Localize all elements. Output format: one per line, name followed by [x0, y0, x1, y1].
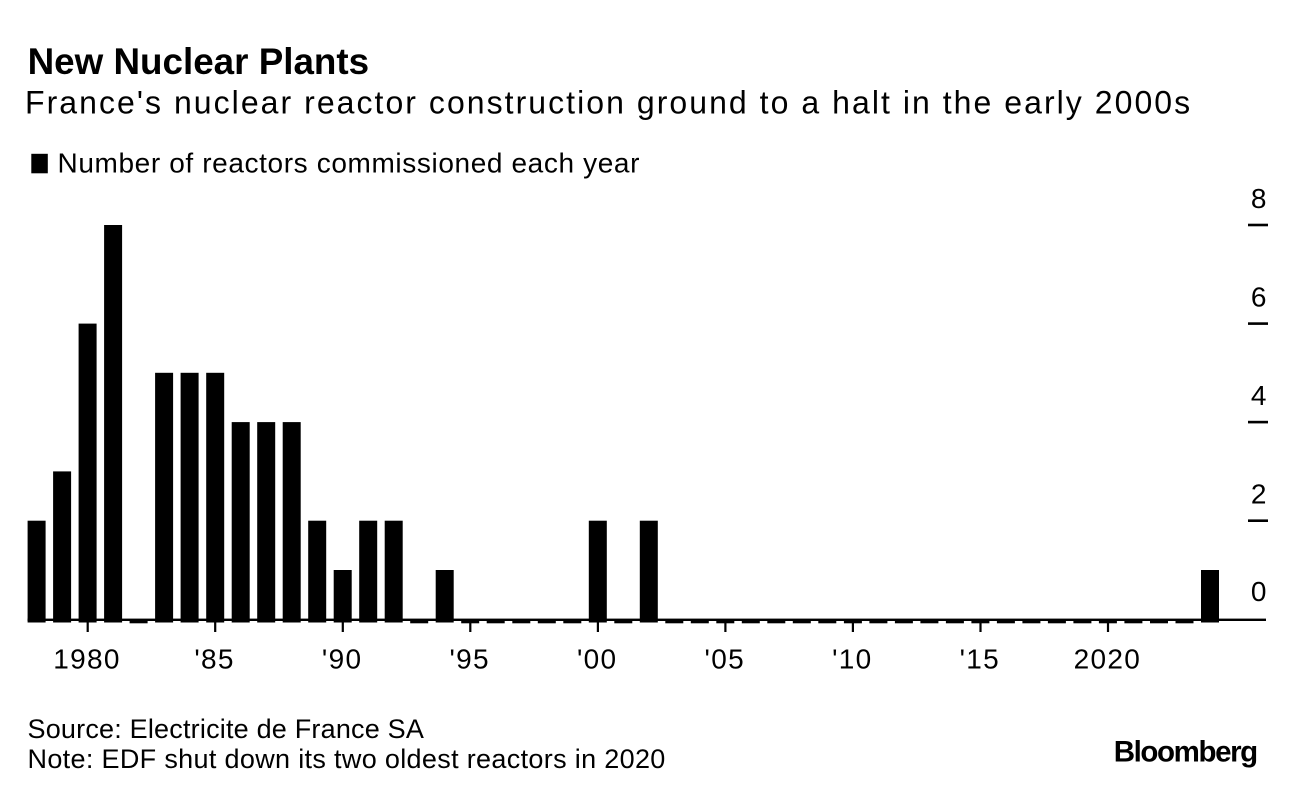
svg-text:France's nuclear reactor const: France's nuclear reactor construction gr…	[25, 85, 1192, 121]
svg-text:0: 0	[1251, 576, 1267, 607]
svg-text:Note: EDF shut down its two ol: Note: EDF shut down its two oldest react…	[28, 744, 666, 774]
svg-text:Number of reactors commissione: Number of reactors commissioned each yea…	[58, 148, 641, 179]
svg-text:'00: '00	[577, 644, 617, 675]
svg-text:'85: '85	[194, 644, 234, 675]
svg-text:'90: '90	[322, 644, 362, 675]
svg-text:8: 8	[1251, 183, 1267, 214]
svg-text:'15: '15	[960, 644, 1000, 675]
svg-text:New Nuclear Plants: New Nuclear Plants	[28, 41, 370, 82]
svg-text:2020: 2020	[1074, 644, 1142, 675]
svg-text:Bloomberg: Bloomberg	[1114, 735, 1257, 768]
svg-text:Source: Electricite de France: Source: Electricite de France SA	[28, 714, 425, 744]
svg-text:'05: '05	[705, 644, 745, 675]
svg-text:6: 6	[1251, 282, 1267, 313]
svg-text:'10: '10	[832, 644, 872, 675]
svg-text:'95: '95	[449, 644, 489, 675]
svg-text:1980: 1980	[53, 644, 121, 675]
svg-text:2: 2	[1251, 479, 1267, 510]
svg-text:4: 4	[1251, 380, 1267, 411]
